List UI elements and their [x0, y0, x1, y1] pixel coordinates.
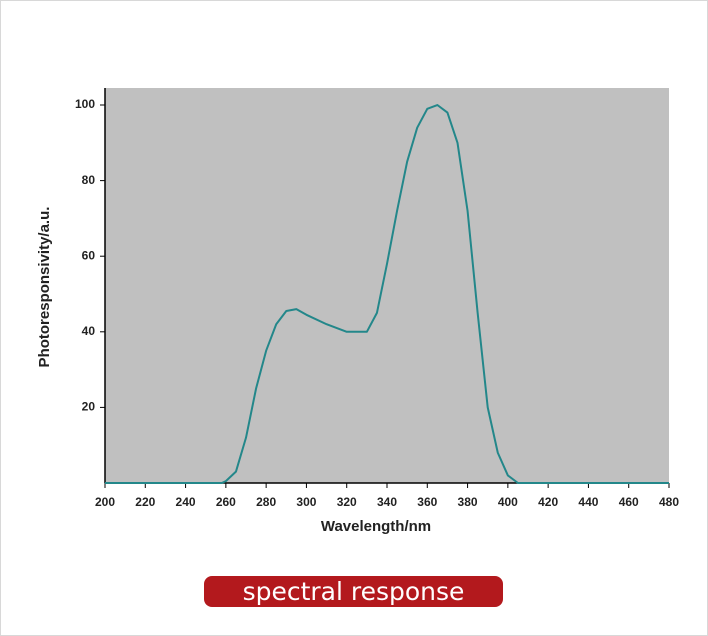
x-tick-label: 260: [216, 495, 236, 509]
data-line: [105, 104, 669, 484]
x-tick-label: 280: [256, 495, 276, 509]
x-tick-label: 440: [578, 495, 598, 509]
caption: spectral response curve: [204, 576, 503, 635]
x-tick-label: 420: [538, 495, 558, 509]
y-tick-label: 80: [82, 173, 96, 187]
y-axis-label: Photoresponsivity/a.u.: [36, 207, 53, 368]
y-tick-label: 60: [82, 248, 96, 262]
x-tick-label: 360: [417, 495, 437, 509]
x-tick-label: 320: [337, 495, 357, 509]
y-tick-label: 40: [82, 324, 96, 338]
plot-area: [105, 88, 669, 483]
x-axis-label: Wavelength/nm: [321, 518, 431, 535]
x-tick-label: 300: [296, 495, 316, 509]
x-tick-label: 480: [659, 495, 679, 509]
x-tick-label: 460: [619, 495, 639, 509]
x-tick-label: 240: [176, 495, 196, 509]
x-tick-label: 400: [498, 495, 518, 509]
x-tick-label: 380: [458, 495, 478, 509]
y-tick-label: 20: [82, 400, 96, 414]
x-tick-label: 220: [135, 495, 155, 509]
x-tick-label: 200: [95, 495, 115, 509]
y-tick-label: 100: [75, 97, 95, 111]
x-tick-label: 340: [377, 495, 397, 509]
